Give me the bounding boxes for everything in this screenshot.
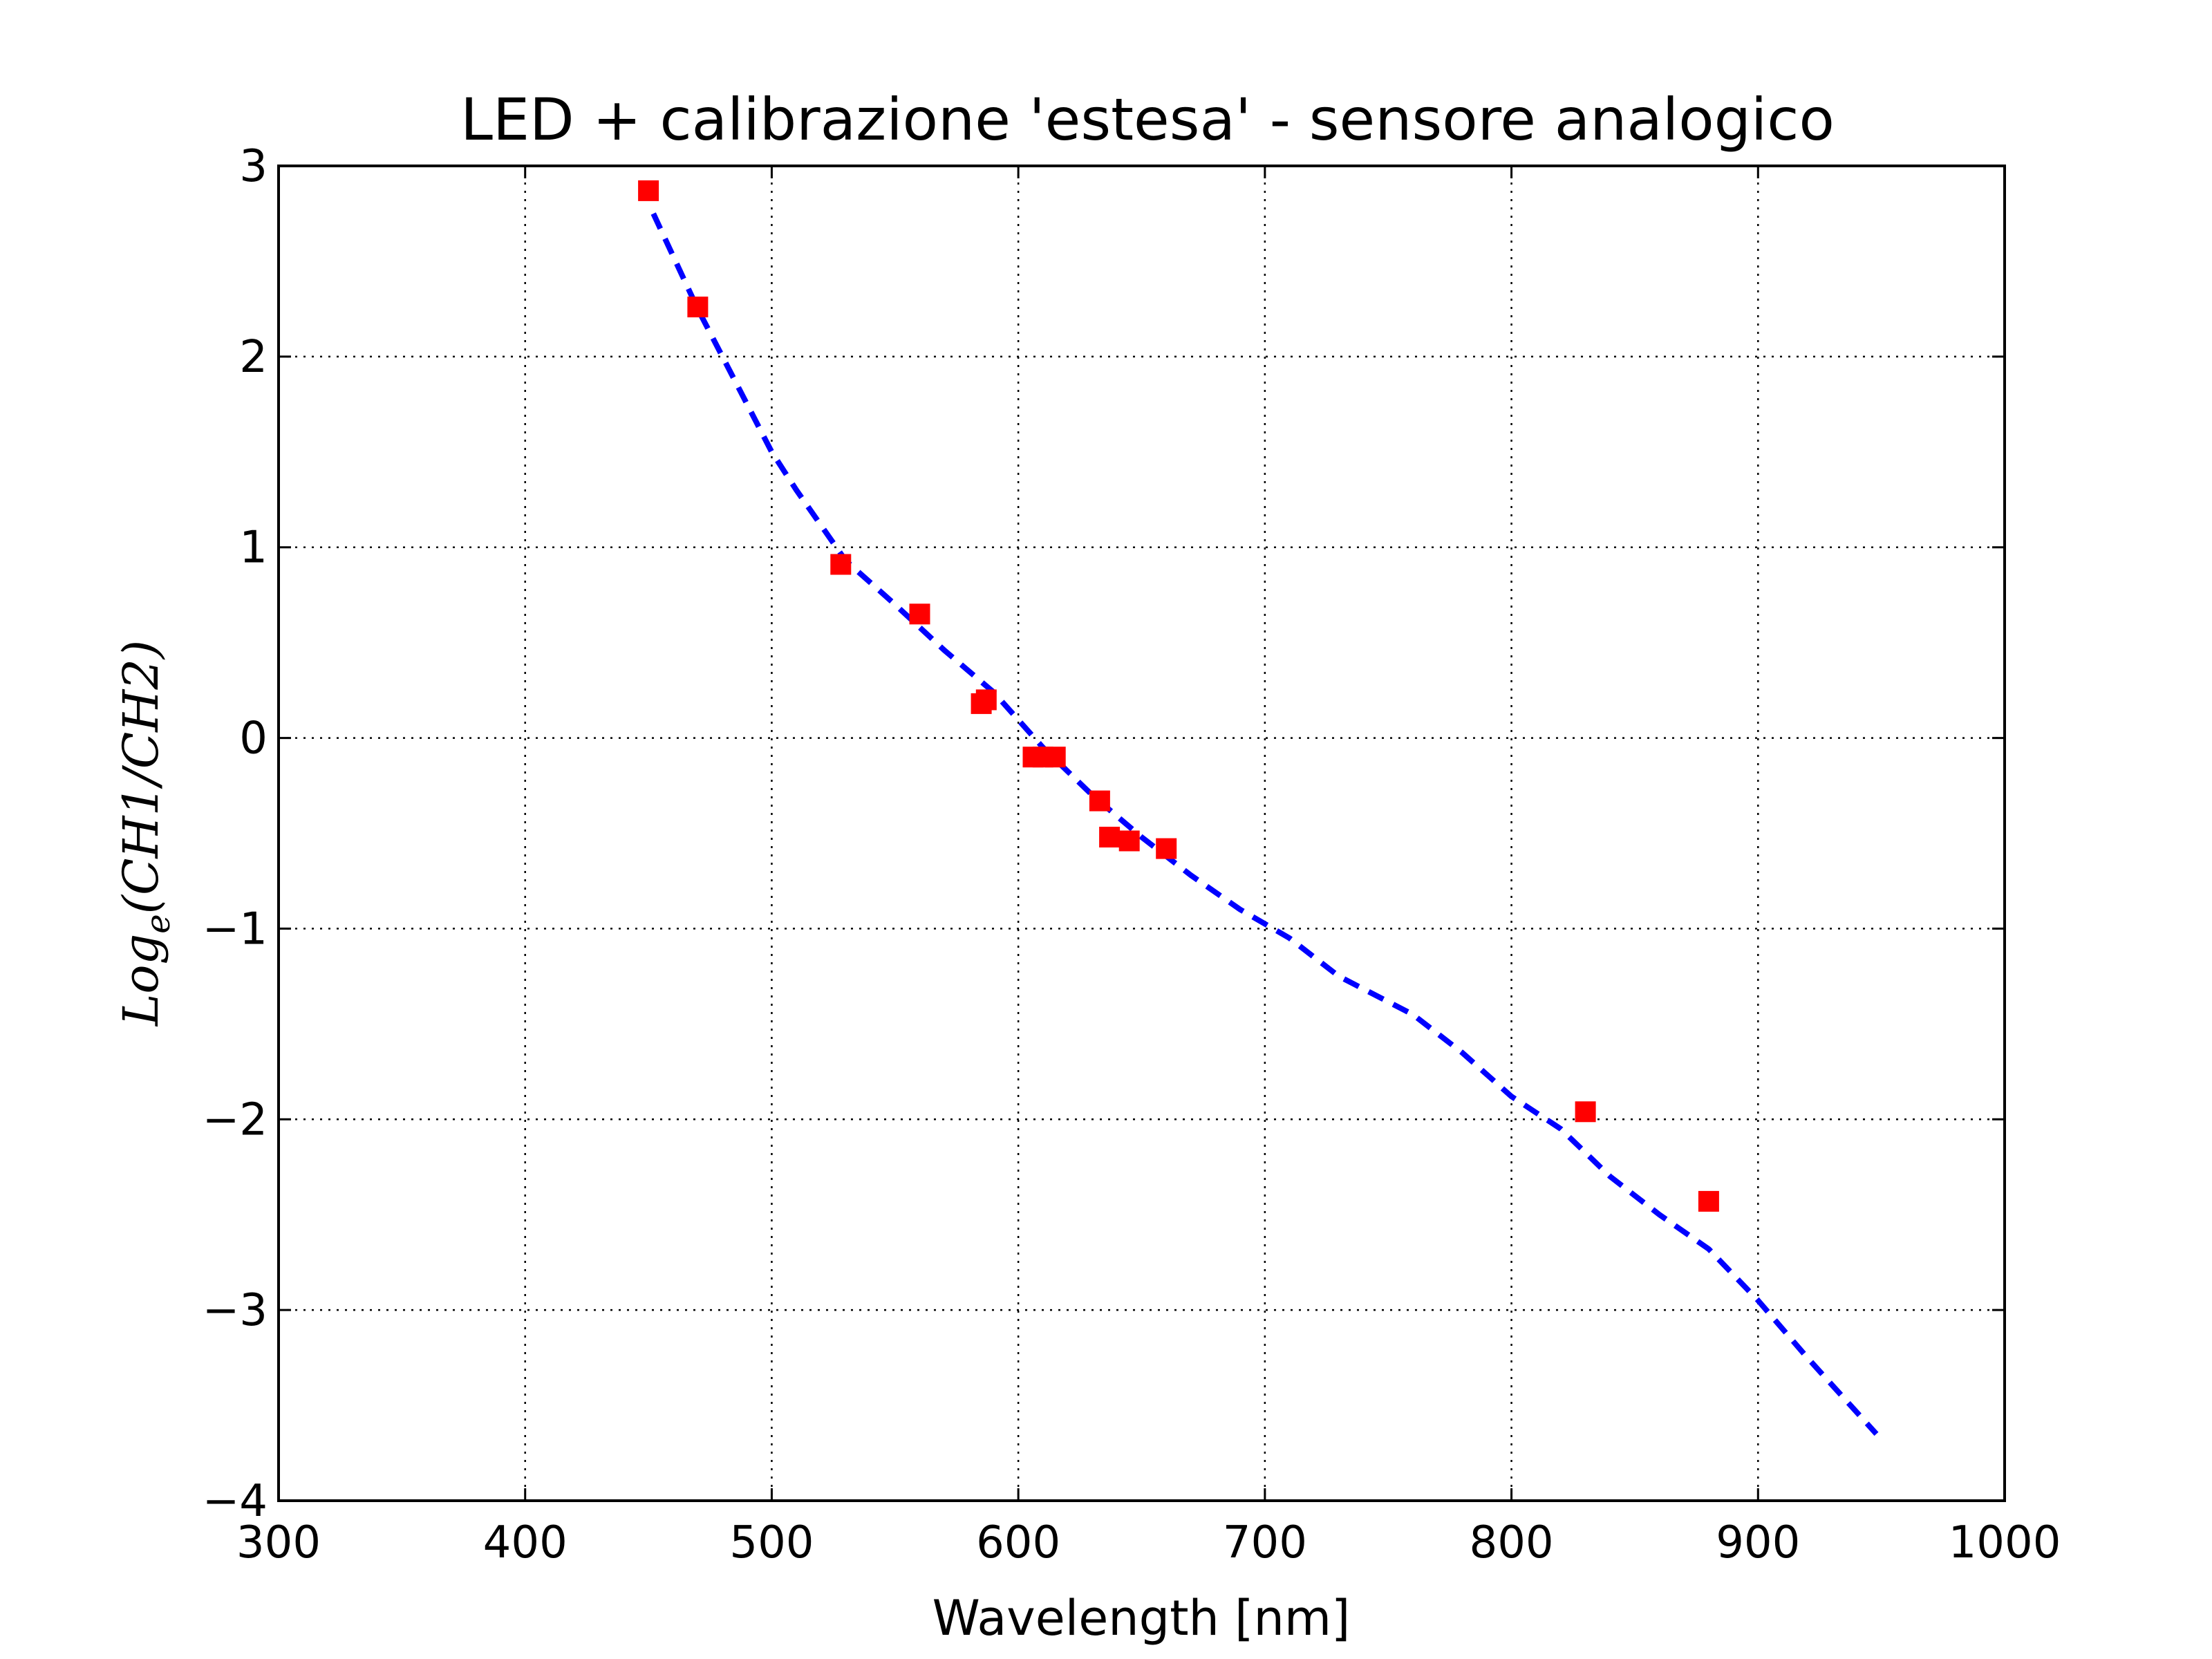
y-tick-label: −1: [203, 903, 268, 955]
plot-frame: [277, 165, 2006, 1502]
y-axis-label-prefix: Log: [113, 934, 169, 1027]
chart-title: LED + calibrazione 'estesa' - sensore an…: [460, 86, 1835, 153]
y-tick-label: −4: [203, 1476, 268, 1527]
x-axis-label: Wavelength [nm]: [932, 1590, 1351, 1647]
x-tick-label: 600: [976, 1517, 1060, 1568]
data-point: [687, 297, 709, 318]
x-tick-labels: 300 400 500 600 700 800 900 1000: [236, 1517, 2061, 1568]
y-tick-label: −2: [203, 1094, 268, 1145]
data-point: [1575, 1101, 1596, 1123]
y-tick-label: −3: [203, 1285, 268, 1336]
y-axis-label-suffix: (CH1/CH2): [113, 640, 169, 914]
y-tick-label: 3: [239, 141, 268, 192]
x-tick-label: 400: [483, 1517, 568, 1568]
data-point: [975, 689, 997, 711]
grid: [279, 166, 2005, 1501]
data-point: [1698, 1190, 1719, 1212]
y-tick-label: 2: [239, 332, 268, 383]
data-point: [1044, 747, 1066, 768]
x-tick-label: 800: [1469, 1517, 1553, 1568]
x-tick-label: 900: [1716, 1517, 1800, 1568]
data-point: [1099, 827, 1121, 847]
y-tick-label: 1: [239, 523, 268, 574]
x-tick-label: 1000: [1949, 1517, 2061, 1568]
data-points-series: [638, 180, 1719, 1212]
data-point: [1089, 790, 1110, 812]
x-tick-label: 300: [236, 1517, 321, 1568]
x-tick-label: 700: [1223, 1517, 1307, 1568]
data-point: [638, 180, 659, 201]
data-point: [830, 554, 852, 575]
fit-line: [650, 212, 1879, 1436]
data-point: [1118, 830, 1140, 852]
data-point: [909, 603, 930, 625]
y-axis-label-subscript: e: [139, 914, 178, 933]
axis-ticks: [277, 165, 2006, 1502]
fit-line-series: [650, 212, 1879, 1436]
data-point: [1156, 838, 1177, 859]
y-tick-label: 0: [239, 713, 268, 765]
x-tick-label: 500: [729, 1517, 814, 1568]
y-axis-label: Loge(CH1/CH2): [113, 640, 178, 1027]
y-tick-labels: 3 2 1 0 −1 −2 −3 −4: [203, 141, 268, 1527]
